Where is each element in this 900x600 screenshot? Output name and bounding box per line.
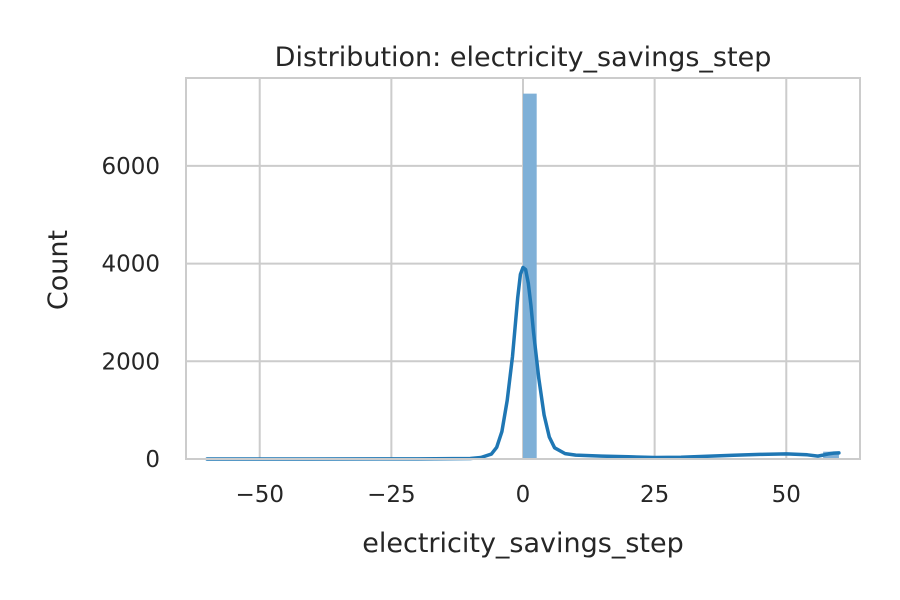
y-axis-label: Count <box>43 230 74 310</box>
x-tick-label: −50 <box>235 482 284 508</box>
x-tick-label: 50 <box>772 482 801 508</box>
histogram-bars <box>523 93 839 459</box>
y-tick-label: 4000 <box>101 252 160 278</box>
histogram-bar <box>523 93 537 459</box>
x-tick-label: 25 <box>640 482 669 508</box>
histogram-bar <box>823 451 839 459</box>
x-tick-labels: −50 −25 0 25 50 <box>235 482 800 508</box>
y-tick-label: 6000 <box>101 154 160 180</box>
kde-line <box>205 265 841 461</box>
y-tick-label: 2000 <box>101 349 160 375</box>
y-tick-labels: 0 2000 4000 6000 <box>101 154 160 473</box>
x-tick-label: −25 <box>367 482 416 508</box>
chart-title: Distribution: electricity_savings_step <box>275 42 772 73</box>
plot-frame <box>185 77 861 460</box>
x-tick-label: 0 <box>516 482 531 508</box>
y-tick-label: 0 <box>145 447 160 473</box>
x-axis-label: electricity_savings_step <box>362 528 683 559</box>
